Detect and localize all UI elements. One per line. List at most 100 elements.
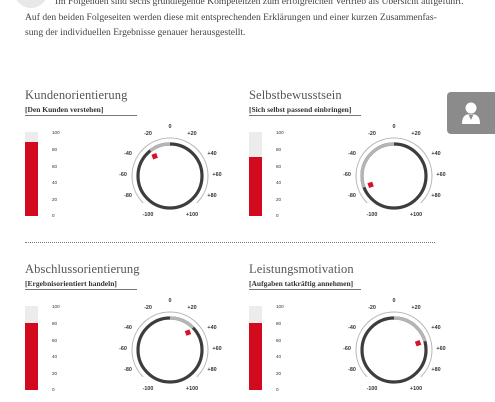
bar-scale-label: 0 (276, 212, 279, 218)
bar-scale-label: 20 (52, 370, 58, 376)
dial-tick-label: +100 (186, 212, 198, 218)
bar-scale-label: 60 (52, 337, 58, 343)
competency-title: Selbstbewusstsein (249, 88, 342, 102)
dial-scale-arc (355, 311, 433, 378)
bar-scale-label: 0 (52, 386, 55, 392)
dial-tick-label: +60 (436, 172, 445, 178)
profile-side-tab[interactable] (447, 92, 495, 134)
bar-scale-label: 20 (276, 196, 282, 202)
score-bar (249, 132, 262, 216)
dial-tick-label: -60 (119, 346, 127, 352)
dial-tick-label: +60 (436, 346, 445, 352)
competency-title: Abschlussorientierung (25, 262, 140, 276)
dial-tick-label: -80 (124, 367, 132, 373)
bar-scale-label: 80 (52, 146, 58, 152)
competency-panel: Selbstbewusstsein [Sich selbst passend ei… (249, 88, 449, 228)
competency-panel: Abschlussorientierung [Ergebnisorientiert… (25, 262, 225, 402)
dial-tick-label: +40 (207, 325, 216, 331)
dial-tick-label: -80 (348, 367, 356, 373)
competency-title: Leistungsmotivation (249, 262, 354, 276)
dial-scale-arc (131, 311, 209, 378)
dial-tick-label: -40 (124, 151, 132, 157)
competency-subtitle: [Sich selbst passend einbringen] (249, 105, 352, 114)
dial-value-marker (184, 329, 192, 336)
score-bar-fill (25, 142, 38, 216)
bar-scale-label: 80 (276, 146, 282, 152)
bar-scale-label: 100 (52, 303, 60, 309)
score-bar (25, 132, 38, 216)
score-bar (25, 306, 38, 390)
dial-tick-label: +80 (207, 193, 216, 199)
bar-scale-label: 20 (276, 370, 282, 376)
dial-tick-label: -20 (144, 131, 152, 137)
score-bar-fill (249, 157, 262, 216)
intro-bullet-decoration (14, 0, 48, 8)
dial-value-segment (149, 142, 171, 153)
dial-tick-label: +80 (431, 193, 440, 199)
dial-tick-label: -40 (348, 151, 356, 157)
dial-tick-label: +40 (207, 151, 216, 157)
dial-tick-label: -60 (343, 172, 351, 178)
dial-ring (136, 142, 204, 210)
bar-scale-label: 0 (52, 212, 55, 218)
score-dial: 0 -20 +20 -40 +40 -60 +60 -80 +80 -100 +100 (343, 124, 445, 218)
dial-value-marker (367, 181, 374, 189)
bar-scale-label: 100 (276, 129, 284, 135)
dial-tick-label: +60 (212, 172, 221, 178)
score-dial: 0 -20 +20 -40 +40 -60 +60 -80 +80 -100 +100 (119, 298, 221, 392)
dial-value-marker (151, 153, 158, 160)
bar-scale-label: 40 (52, 353, 58, 359)
dial-tick-label: +100 (186, 386, 198, 392)
dial-tick-label: +100 (410, 212, 422, 218)
dial-tick-label: -40 (124, 325, 132, 331)
dial-tick-label: -60 (343, 346, 351, 352)
dial-tick-label: +20 (187, 131, 196, 137)
bar-scale-label: 60 (276, 163, 282, 169)
dial-value-segment (360, 142, 395, 188)
competency-title: Kundenorientierung (25, 88, 128, 102)
competency-subtitle: [Aufgaben tatkräftig annehmen] (249, 279, 354, 288)
dial-tick-label: -40 (348, 325, 356, 331)
bar-scale-label: 100 (52, 129, 60, 135)
dial-tick-label: +40 (431, 325, 440, 331)
score-bar (249, 306, 262, 390)
dial-tick-label: -80 (348, 193, 356, 199)
title-underline (25, 289, 137, 290)
competency-panel: Kundenorientierung [Den Kunden verstehen]… (25, 88, 225, 228)
score-bar-fill (249, 322, 262, 390)
bar-scale-label: 40 (276, 179, 282, 185)
dial-tick-label: -20 (144, 305, 152, 311)
bar-scale-label: 80 (276, 320, 282, 326)
dial-tick-label: +20 (411, 131, 420, 137)
dial-tick-label: -20 (368, 131, 376, 137)
intro-line: Im Folgenden sind sechs grundlegende Kom… (55, 0, 464, 7)
competency-panel: Leistungsmotivation [Aufgaben tatkräftig … (249, 262, 449, 402)
dial-value-segment (393, 316, 427, 342)
bar-scale-label: 20 (52, 196, 58, 202)
bar-scale-label: 80 (52, 320, 58, 326)
dial-tick-label: 0 (169, 124, 172, 130)
title-underline (249, 115, 361, 116)
score-bar-fill (25, 322, 38, 390)
bar-scale-label: 40 (276, 353, 282, 359)
dial-tick-label: +80 (431, 367, 440, 373)
dial-tick-label: -100 (143, 386, 154, 392)
competency-subtitle: [Den Kunden verstehen] (25, 105, 104, 114)
bar-scale-label: 0 (276, 386, 279, 392)
title-underline (249, 289, 361, 290)
title-underline (25, 115, 137, 116)
dial-scale-arc (355, 137, 433, 204)
competency-subtitle: [Ergebnisorientiert handeln] (25, 279, 117, 288)
intro-text: Im Folgenden sind sechs grundlegende Kom… (25, 0, 470, 41)
bar-scale-label: 60 (276, 337, 282, 343)
intro-line: sung der individuellen Ergebnisse genaue… (25, 27, 246, 38)
bar-scale-label: 60 (52, 163, 58, 169)
user-icon (462, 102, 480, 124)
dial-value-marker (414, 340, 422, 347)
dial-tick-label: -80 (124, 193, 132, 199)
dial-tick-label: -100 (143, 212, 154, 218)
intro-line: Auf den beiden Folgeseiten werden diese … (25, 11, 437, 23)
bar-scale-label: 40 (52, 179, 58, 185)
dial-tick-label: +40 (431, 151, 440, 157)
score-dial: 0 -20 +20 -40 +40 -60 +60 -80 +80 -100 +100 (119, 124, 221, 218)
